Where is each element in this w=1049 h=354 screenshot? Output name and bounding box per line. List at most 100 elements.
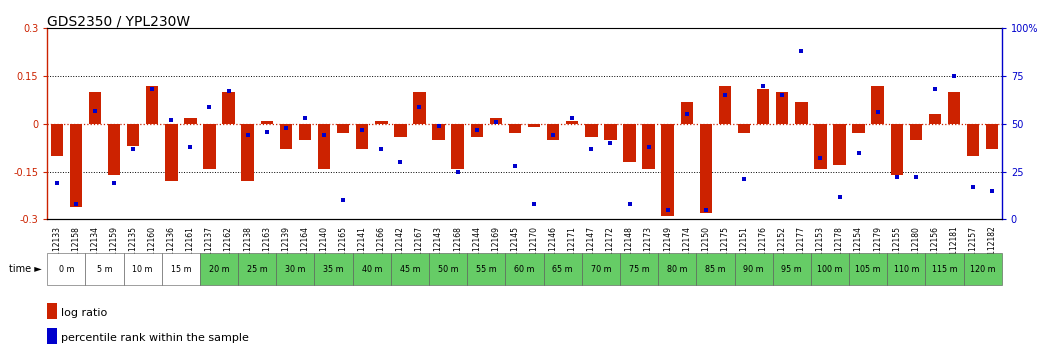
FancyBboxPatch shape [849, 253, 887, 285]
Bar [280, 124, 292, 149]
Bar [413, 92, 426, 124]
Bar [928, 114, 941, 124]
Point [335, 198, 351, 203]
Point [297, 115, 314, 121]
Point [831, 194, 848, 199]
Point [660, 207, 677, 213]
Point [507, 163, 523, 169]
FancyBboxPatch shape [964, 253, 1002, 285]
Text: 50 m: 50 m [437, 264, 458, 274]
Bar [490, 118, 502, 124]
Point [564, 115, 581, 121]
FancyBboxPatch shape [467, 253, 506, 285]
Bar [204, 124, 216, 169]
Bar [566, 121, 578, 124]
FancyBboxPatch shape [238, 253, 276, 285]
FancyBboxPatch shape [734, 253, 773, 285]
Point [793, 48, 810, 54]
Bar [757, 89, 769, 124]
Bar [700, 124, 712, 213]
Bar [127, 124, 140, 146]
FancyBboxPatch shape [47, 253, 85, 285]
Bar [986, 124, 999, 149]
Text: 115 m: 115 m [932, 264, 958, 274]
Point [889, 175, 905, 180]
Bar [737, 124, 750, 133]
Bar [451, 124, 464, 169]
Text: 75 m: 75 m [628, 264, 649, 274]
FancyBboxPatch shape [697, 253, 734, 285]
Bar [719, 86, 731, 124]
Point [144, 87, 160, 92]
Bar [165, 124, 177, 181]
Bar [853, 124, 864, 133]
FancyBboxPatch shape [124, 253, 162, 285]
Bar [662, 124, 673, 216]
Text: GDS2350 / YPL230W: GDS2350 / YPL230W [47, 14, 190, 28]
Bar [547, 124, 559, 140]
Point [316, 132, 333, 138]
Text: 25 m: 25 m [247, 264, 267, 274]
Bar [222, 92, 235, 124]
Text: 45 m: 45 m [400, 264, 421, 274]
FancyBboxPatch shape [582, 253, 620, 285]
Text: 105 m: 105 m [855, 264, 881, 274]
Point [430, 123, 447, 129]
Point [716, 92, 733, 98]
Point [411, 104, 428, 109]
Bar [47, 328, 57, 344]
Text: 35 m: 35 m [323, 264, 344, 274]
Point [926, 87, 943, 92]
Text: 40 m: 40 m [362, 264, 382, 274]
Text: percentile rank within the sample: percentile rank within the sample [62, 333, 250, 343]
FancyBboxPatch shape [276, 253, 315, 285]
Bar [604, 124, 617, 140]
Text: 55 m: 55 m [476, 264, 496, 274]
Point [239, 132, 256, 138]
Text: 100 m: 100 m [817, 264, 842, 274]
FancyBboxPatch shape [543, 253, 582, 285]
Point [774, 92, 791, 98]
FancyBboxPatch shape [162, 253, 200, 285]
Text: 20 m: 20 m [209, 264, 230, 274]
Bar [185, 118, 196, 124]
Text: 10 m: 10 m [132, 264, 153, 274]
Text: 90 m: 90 m [744, 264, 764, 274]
Point [67, 201, 84, 207]
FancyBboxPatch shape [925, 253, 964, 285]
Point [870, 110, 886, 115]
Point [48, 180, 65, 186]
Bar [681, 102, 693, 124]
FancyBboxPatch shape [620, 253, 658, 285]
Point [621, 201, 638, 207]
Bar [528, 124, 540, 127]
Point [907, 175, 924, 180]
Text: 30 m: 30 m [285, 264, 305, 274]
Point [583, 146, 600, 152]
Text: 70 m: 70 m [591, 264, 612, 274]
Point [163, 117, 179, 123]
Bar [909, 124, 922, 140]
Bar [394, 124, 407, 137]
Point [544, 132, 561, 138]
FancyBboxPatch shape [658, 253, 697, 285]
Text: 60 m: 60 m [514, 264, 535, 274]
FancyBboxPatch shape [200, 253, 238, 285]
Bar [69, 124, 82, 207]
Bar [50, 124, 63, 156]
Text: 120 m: 120 m [970, 264, 996, 274]
Bar [509, 124, 521, 133]
Bar [376, 121, 387, 124]
Text: 85 m: 85 m [705, 264, 726, 274]
Point [201, 104, 218, 109]
Bar [108, 124, 121, 175]
Bar [642, 124, 655, 169]
Point [220, 88, 237, 94]
Bar [872, 86, 884, 124]
FancyBboxPatch shape [352, 253, 391, 285]
Text: 65 m: 65 m [553, 264, 573, 274]
Bar [260, 121, 273, 124]
Text: 80 m: 80 m [667, 264, 687, 274]
Point [602, 140, 619, 146]
Point [87, 108, 103, 113]
